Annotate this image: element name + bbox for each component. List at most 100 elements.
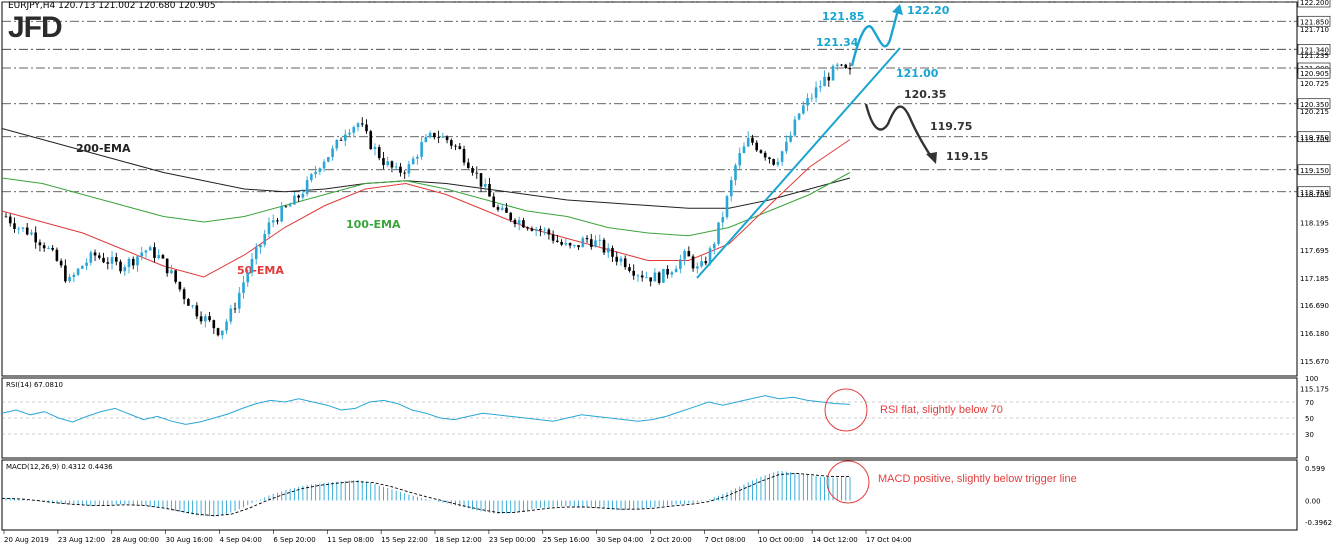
candle-body <box>640 275 644 278</box>
candle-body <box>276 220 279 222</box>
candle-body <box>505 207 508 213</box>
candle-body <box>259 244 262 248</box>
rsi-tick-label: 30 <box>1305 431 1314 439</box>
x-tick-label: 17 Oct 04:00 <box>866 536 912 544</box>
candle-body <box>721 217 725 223</box>
candle-body <box>802 105 805 114</box>
candle-body <box>280 206 283 222</box>
candle-body <box>212 320 216 329</box>
candle-body <box>165 258 169 274</box>
y-tick-label: 115.175 <box>1300 385 1329 393</box>
candle-body <box>305 180 309 194</box>
candle-body <box>831 65 835 81</box>
price-box <box>1297 164 1331 176</box>
ema-line-200-ema <box>1 128 851 209</box>
candle-body <box>844 64 848 69</box>
candle-body <box>72 274 76 278</box>
price-box <box>1297 131 1331 143</box>
macd-highlight-circle <box>826 460 870 504</box>
candle-body <box>263 234 267 245</box>
upside-target-label: 122.20 <box>907 4 950 17</box>
x-tick-label: 14 Oct 12:00 <box>812 536 858 544</box>
y-tick-label: 120.215 <box>1300 108 1329 116</box>
candle-body <box>589 239 593 247</box>
candle-body <box>148 247 152 251</box>
candle-body <box>399 166 402 173</box>
candle-body <box>161 255 165 259</box>
rsi-highlight-circle <box>824 388 868 432</box>
price-box <box>1297 15 1331 27</box>
candle-body <box>182 289 186 300</box>
candle-body <box>4 216 8 218</box>
downside-arrow-head <box>926 152 937 164</box>
candle-body <box>136 256 139 266</box>
rsi-tick-label: 0 <box>1305 455 1309 463</box>
candle-body <box>445 136 449 141</box>
candle-body <box>47 247 50 249</box>
candle-body <box>534 229 538 231</box>
candle-body <box>242 282 245 293</box>
candle-body <box>318 168 322 172</box>
candle-body <box>738 153 742 166</box>
candle-body <box>254 247 258 260</box>
candle-body <box>704 261 708 264</box>
candle-body <box>250 259 254 273</box>
candle-body <box>674 268 678 273</box>
candle-body <box>13 223 16 230</box>
candle-body <box>602 239 606 253</box>
level-label: 120.35 <box>904 88 946 101</box>
candle-body <box>653 272 657 282</box>
candle-body <box>199 316 203 322</box>
candle-body <box>221 330 224 336</box>
candle-body <box>543 229 546 231</box>
y-tick-label: 119.750 <box>1300 134 1329 142</box>
y-tick-label: 119.150 <box>1300 167 1329 175</box>
candle-body <box>343 134 347 141</box>
macd-title: MACD(12,26,9) 0.4312 0.4436 <box>6 463 113 471</box>
x-tick-label: 28 Aug 00:00 <box>112 536 159 544</box>
candle-body <box>479 173 483 187</box>
candle-body <box>178 281 182 290</box>
candle-body <box>51 247 54 250</box>
candle-body <box>76 268 80 275</box>
candle-body <box>670 272 674 275</box>
candle-body <box>373 147 377 150</box>
candle-body <box>623 258 627 268</box>
candle-body <box>153 247 156 258</box>
candle-body <box>365 124 368 132</box>
panel-frame-0 <box>1 1 1298 377</box>
candle-body <box>42 245 46 249</box>
candle-body <box>89 252 93 263</box>
candle-body <box>649 277 652 282</box>
x-tick-label: 2 Oct 20:00 <box>651 536 692 544</box>
candle-body <box>297 195 300 198</box>
candle-body <box>293 195 296 205</box>
ema-line-100-ema <box>1 172 851 237</box>
candle-body <box>204 316 207 322</box>
candle-body <box>717 222 720 244</box>
candle-body <box>835 64 839 66</box>
candle-body <box>322 161 326 169</box>
candle-body <box>475 172 479 174</box>
candle-body <box>38 242 42 246</box>
candle-body <box>233 308 237 310</box>
candle-body <box>500 207 504 210</box>
candle-body <box>144 250 148 253</box>
candle-body <box>729 180 733 197</box>
candle-body <box>840 64 843 66</box>
candle-body <box>539 229 542 231</box>
candle-body <box>577 245 580 248</box>
candle-body <box>759 150 763 153</box>
y-tick-label: 120.725 <box>1300 80 1329 88</box>
candle-body <box>712 243 716 249</box>
candle-body <box>225 321 228 331</box>
y-tick-label: 118.750 <box>1300 189 1329 197</box>
candle-body <box>420 142 423 157</box>
rsi-title: RSI(14) 67.0810 <box>6 381 63 389</box>
candle-body <box>458 146 462 149</box>
candle-body <box>428 132 432 137</box>
y-tick-label: 122.200 <box>1300 0 1329 7</box>
y-tick-label: 119.705 <box>1300 136 1329 144</box>
candle-body <box>127 258 131 268</box>
candle-body <box>810 97 814 99</box>
